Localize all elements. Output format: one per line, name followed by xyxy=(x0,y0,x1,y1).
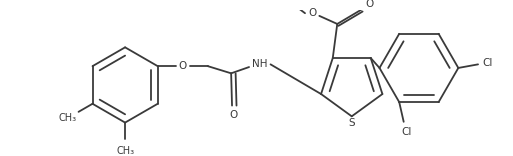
Text: CH₃: CH₃ xyxy=(58,113,77,123)
Text: Cl: Cl xyxy=(483,58,493,68)
Text: NH: NH xyxy=(252,59,268,69)
Text: CH₃: CH₃ xyxy=(116,146,134,156)
Text: O: O xyxy=(365,0,373,9)
Text: O: O xyxy=(308,8,317,18)
Text: Cl: Cl xyxy=(401,127,411,137)
Text: O: O xyxy=(230,110,238,119)
Text: S: S xyxy=(348,118,355,129)
Text: O: O xyxy=(179,61,187,71)
